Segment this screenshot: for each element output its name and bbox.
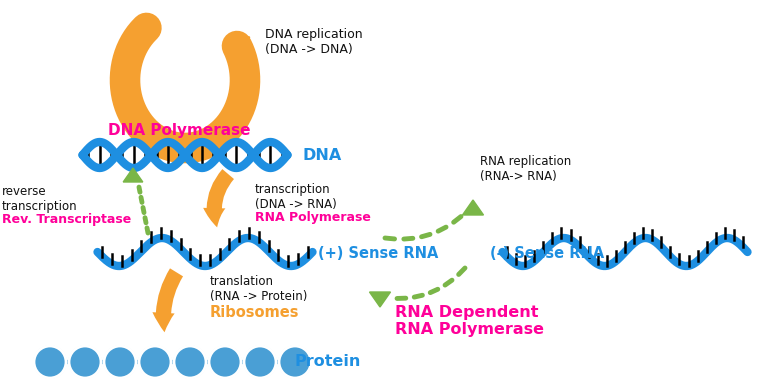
- Text: reverse
transcription: reverse transcription: [2, 185, 78, 213]
- Text: RNA Polymerase: RNA Polymerase: [255, 211, 371, 224]
- Polygon shape: [463, 200, 484, 215]
- Text: DNA Polymerase: DNA Polymerase: [108, 123, 251, 137]
- Text: RNA Dependent
RNA Polymerase: RNA Dependent RNA Polymerase: [395, 305, 544, 337]
- Circle shape: [139, 346, 171, 378]
- Circle shape: [104, 346, 136, 378]
- Text: RNA replication
(RNA-> RNA): RNA replication (RNA-> RNA): [480, 155, 572, 183]
- Text: Rev. Transcriptase: Rev. Transcriptase: [2, 213, 131, 226]
- Polygon shape: [370, 292, 390, 307]
- Text: (+) Sense RNA: (+) Sense RNA: [318, 245, 438, 261]
- Text: DNA replication
(DNA -> DNA): DNA replication (DNA -> DNA): [265, 28, 363, 56]
- Circle shape: [279, 346, 311, 378]
- Text: Protein: Protein: [295, 354, 361, 370]
- FancyArrowPatch shape: [152, 268, 183, 332]
- Text: (-) Sense RNA: (-) Sense RNA: [490, 245, 604, 261]
- Polygon shape: [230, 37, 250, 51]
- FancyArrowPatch shape: [203, 169, 234, 227]
- Text: translation
(RNA -> Protein): translation (RNA -> Protein): [210, 275, 307, 303]
- Circle shape: [69, 346, 101, 378]
- Circle shape: [244, 346, 276, 378]
- Circle shape: [34, 346, 66, 378]
- Text: Ribosomes: Ribosomes: [210, 305, 299, 320]
- Circle shape: [174, 346, 206, 378]
- Text: DNA: DNA: [302, 147, 341, 163]
- Circle shape: [209, 346, 241, 378]
- Text: transcription
(DNA -> RNA): transcription (DNA -> RNA): [255, 183, 337, 211]
- Polygon shape: [123, 168, 142, 182]
